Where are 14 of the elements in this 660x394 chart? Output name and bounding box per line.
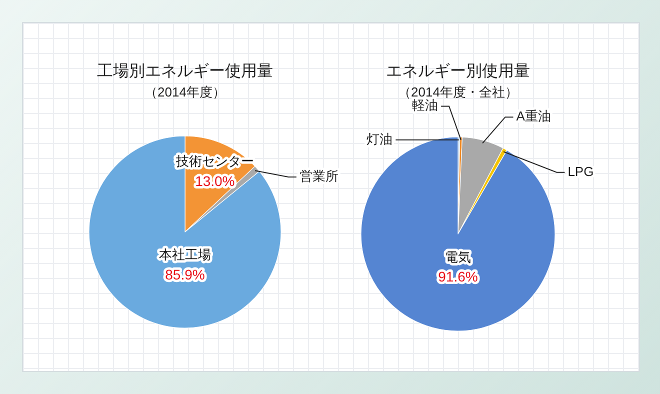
chart-title: 工場別エネルギー使用量 — [97, 62, 273, 80]
slice-label: A重油 — [516, 108, 551, 124]
chart-subtitle: （2014年度） — [144, 84, 226, 100]
chart-title: エネルギー別使用量 — [386, 62, 530, 80]
slice-label: 軽油 — [412, 98, 438, 113]
data-label: 85.9% — [165, 266, 205, 282]
slice-label: 電気 — [445, 249, 471, 264]
slice-label: 本社工場 — [159, 247, 211, 262]
data-label: 13.0% — [195, 172, 235, 189]
slice-label: LPG — [568, 164, 594, 179]
slice-label: 営業所 — [299, 168, 338, 184]
data-label: 91.6% — [438, 268, 478, 285]
chart-subtitle: （2014年度・全社） — [398, 84, 518, 100]
slice-label: 灯油 — [366, 131, 393, 146]
